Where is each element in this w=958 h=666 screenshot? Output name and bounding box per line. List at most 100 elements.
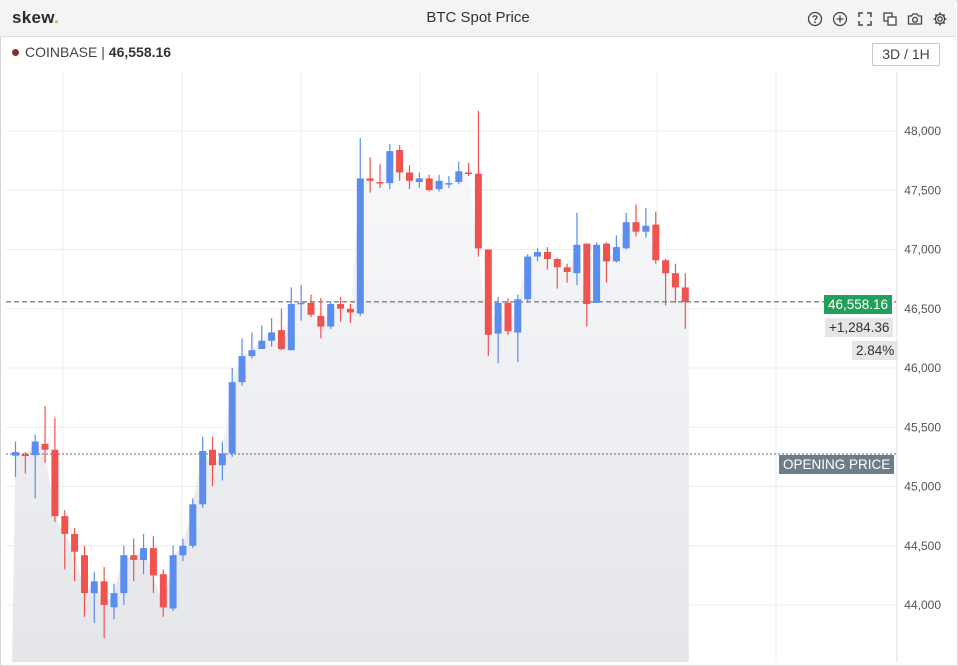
- y-tick-label: 46,000: [904, 361, 941, 375]
- candle-body: [346, 308, 354, 313]
- candle-body: [12, 452, 19, 456]
- candle: [406, 165, 413, 190]
- candle: [21, 452, 29, 474]
- candle-body: [268, 332, 276, 341]
- candle-body: [277, 330, 285, 350]
- candle: [268, 318, 276, 347]
- candle-body: [406, 172, 413, 181]
- candle: [356, 138, 364, 316]
- toolbar: [804, 8, 950, 29]
- candle: [149, 536, 157, 594]
- candle: [553, 257, 561, 289]
- candle: [287, 287, 295, 351]
- change-tag: +1,284.36: [825, 318, 894, 337]
- candle-body: [603, 243, 610, 262]
- opening-price-tag: OPENING PRICE: [779, 455, 895, 474]
- candle: [209, 436, 216, 487]
- chart-title: BTC Spot Price: [426, 9, 530, 26]
- candle: [90, 571, 98, 623]
- help-icon[interactable]: [804, 8, 825, 29]
- skew-logo[interactable]: skew.: [12, 8, 60, 27]
- candle-body: [41, 443, 49, 450]
- camera-icon[interactable]: [904, 8, 925, 29]
- candle: [179, 538, 187, 562]
- candle-body: [169, 555, 177, 609]
- timeframe-button[interactable]: 3D / 1H: [872, 43, 940, 66]
- candle-body: [681, 287, 689, 302]
- candle-body: [504, 302, 512, 332]
- candle-body: [81, 555, 88, 594]
- candle-body: [671, 273, 679, 288]
- candle-body: [159, 574, 167, 608]
- zoom-in-icon[interactable]: [829, 8, 850, 29]
- candle: [622, 212, 630, 250]
- candle: [474, 110, 482, 257]
- candle: [396, 145, 404, 181]
- last-price-tag: 46,558.16: [824, 295, 893, 314]
- candle-body: [425, 178, 433, 191]
- duplicate-icon[interactable]: [879, 8, 900, 29]
- candle-body: [31, 441, 39, 456]
- candle: [573, 212, 581, 286]
- candle-body: [612, 247, 620, 262]
- candle: [445, 176, 453, 188]
- y-tick-label: 44,500: [904, 539, 941, 553]
- candle: [583, 243, 591, 327]
- area-fill: [12, 151, 689, 662]
- candle-body: [534, 251, 541, 257]
- candle: [51, 417, 59, 523]
- candle-body: [396, 150, 404, 173]
- candle-body: [593, 244, 601, 303]
- candle-body: [61, 516, 69, 534]
- price-area: [12, 151, 689, 662]
- gear-icon[interactable]: [929, 8, 950, 29]
- candle: [140, 533, 147, 575]
- candle-body: [356, 178, 364, 314]
- candle: [327, 301, 335, 329]
- candle: [603, 242, 610, 283]
- reference-lines: [6, 301, 896, 455]
- candles: [12, 110, 689, 639]
- candle-body: [179, 545, 187, 556]
- candle-body: [465, 172, 473, 174]
- candle: [681, 273, 689, 329]
- candle-body: [248, 350, 256, 357]
- candle: [494, 296, 502, 364]
- candle: [346, 304, 354, 323]
- candle-body: [543, 251, 551, 259]
- y-tick-label: 45,000: [904, 480, 941, 494]
- legend-price: 46,558.16: [108, 44, 172, 60]
- candle: [159, 569, 167, 617]
- candle: [524, 254, 532, 303]
- candle: [543, 247, 551, 270]
- fullscreen-icon[interactable]: [854, 8, 875, 29]
- candle: [563, 263, 571, 283]
- candle-body: [100, 581, 108, 605]
- candle: [465, 162, 473, 177]
- candle-body: [238, 356, 246, 383]
- candle: [317, 298, 325, 339]
- candle: [31, 434, 39, 499]
- candle: [169, 545, 177, 611]
- candle-body: [622, 222, 630, 249]
- candle: [435, 174, 443, 192]
- candle: [41, 405, 49, 463]
- candle: [484, 249, 492, 357]
- candle-body: [553, 259, 561, 268]
- candle: [61, 510, 69, 570]
- candle: [81, 545, 88, 617]
- candle-body: [287, 304, 295, 351]
- series-legend: COINBASE | 46,558.16: [12, 44, 171, 60]
- live-dot-icon: [12, 49, 19, 56]
- candle-body: [130, 555, 138, 560]
- candle-body: [21, 454, 29, 456]
- candle-body: [642, 225, 650, 232]
- candle: [238, 338, 246, 386]
- y-axis: 44,000 44,500 45,000 45,500 46,000 46,500 47,0…: [904, 124, 941, 612]
- candle-body: [51, 449, 59, 517]
- candle: [337, 296, 345, 322]
- candle-body: [209, 449, 216, 466]
- candle-body: [71, 533, 79, 552]
- y-tick-label: 45,500: [904, 420, 941, 434]
